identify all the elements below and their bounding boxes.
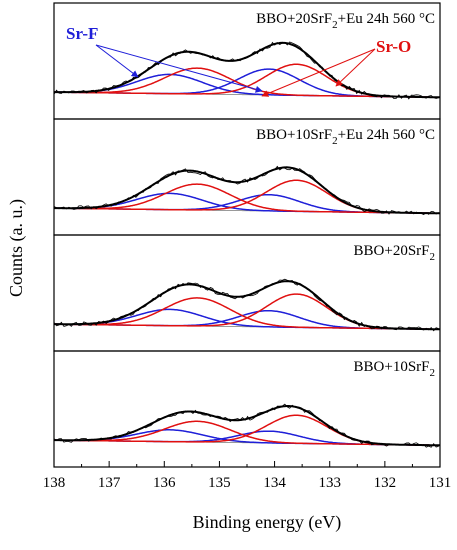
sr-o-label: Sr-O xyxy=(376,37,411,56)
x-tick-label-132: 132 xyxy=(374,475,397,491)
x-axis-label: Binding energy (eV) xyxy=(193,512,342,533)
measured-data xyxy=(53,278,439,332)
panel-1: BBO+20SrF2+Eu 24h 560 °C xyxy=(53,2,441,120)
x-axis-layer: 138 137 136 135 134 133 132 131 xyxy=(43,461,452,491)
panel-title-subscript: 2 xyxy=(430,367,436,379)
panel-2: BBO+10SrF2+Eu 24h 560 °C xyxy=(53,118,441,236)
panel-title-main: BBO+10SrF xyxy=(256,127,332,143)
panel-title-rest: +Eu 24h 560 °C xyxy=(338,11,435,27)
x-tick-label-133: 133 xyxy=(318,475,341,491)
sr-f-arrow-2 xyxy=(95,44,263,93)
sr-f-arrow-1 xyxy=(95,44,139,78)
annotations-layer: Sr-F Sr-O xyxy=(66,24,411,97)
x-tick-label-131: 131 xyxy=(429,475,452,491)
panel-title: BBO+20SrF2+Eu 24h 560 °C xyxy=(256,11,435,31)
panel-title-main: BBO+20SrF xyxy=(354,243,430,259)
x-tick-label-136: 136 xyxy=(153,475,176,491)
fit-envelope xyxy=(54,166,440,215)
x-tick-label-134: 134 xyxy=(263,475,286,491)
fit-envelope xyxy=(54,41,440,99)
panel-title-main: BBO+20SrF xyxy=(256,11,332,27)
x-tick-label-135: 135 xyxy=(208,475,231,491)
measured-data xyxy=(53,165,439,215)
panel-4: BBO+10SrF2 xyxy=(53,350,441,468)
panel-title-subscript: 2 xyxy=(332,135,338,147)
x-tick-label-137: 137 xyxy=(98,475,121,491)
sr-o-arrow-2 xyxy=(335,48,376,87)
y-axis-label: Counts (a. u.) xyxy=(6,199,27,297)
panel-title: BBO+10SrF2 xyxy=(354,359,435,379)
panel-title-subscript: 2 xyxy=(430,251,436,263)
fit-envelope xyxy=(54,405,440,447)
panel-title: BBO+10SrF2+Eu 24h 560 °C xyxy=(256,127,435,147)
sr-f-component-1 xyxy=(54,192,440,215)
panel-title-rest: +Eu 24h 560 °C xyxy=(338,127,435,143)
sr-o-component-2 xyxy=(54,63,440,99)
panel-title: BBO+20SrF2 xyxy=(354,243,435,263)
sr-o-arrow-1 xyxy=(261,48,376,97)
sr-f-label: Sr-F xyxy=(66,24,98,43)
panel-3: BBO+20SrF2 xyxy=(53,234,441,352)
fit-envelope xyxy=(54,280,440,331)
panel-title-subscript: 2 xyxy=(332,19,338,31)
panel-title-main: BBO+10SrF xyxy=(354,359,430,375)
sr-o-component-2 xyxy=(54,179,440,215)
x-tick-label-138: 138 xyxy=(43,475,66,491)
